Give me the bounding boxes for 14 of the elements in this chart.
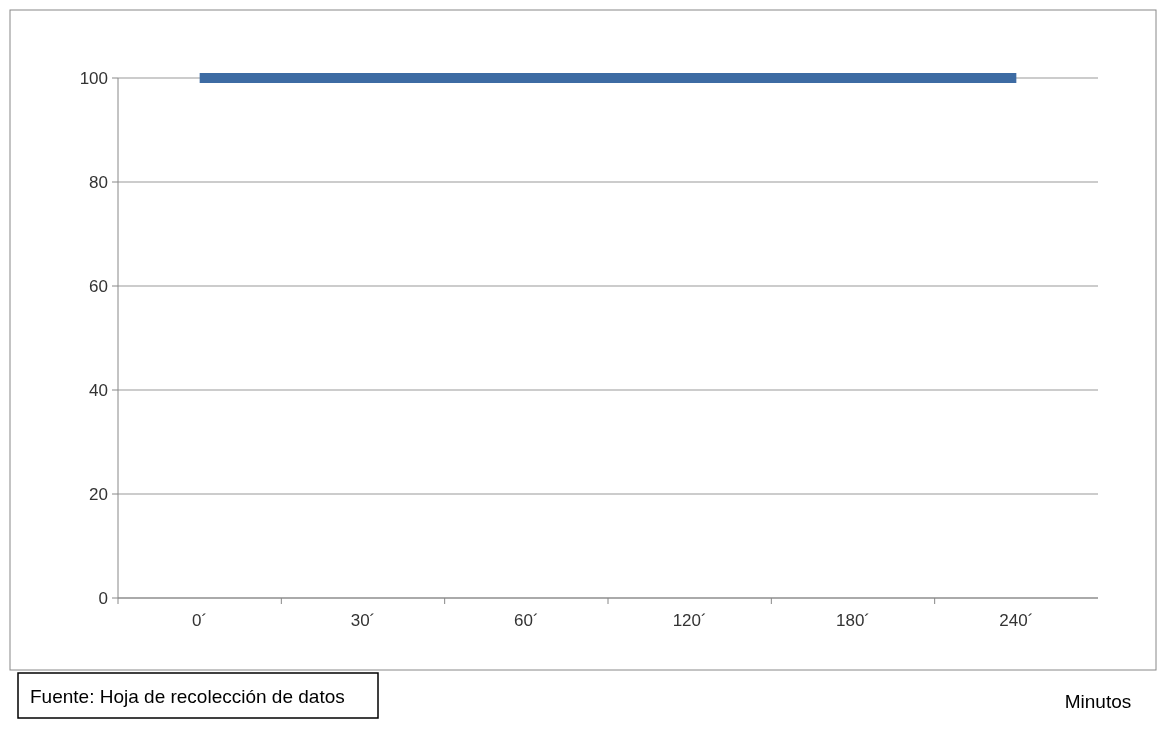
y-tick-label: 80: [89, 172, 108, 192]
x-tick-label: 60´: [514, 611, 539, 630]
x-tick-label: 0´: [192, 611, 208, 630]
y-tick-label: 20: [89, 484, 108, 504]
x-tick-label: 120´: [672, 611, 707, 630]
x-tick-label: 180´: [835, 611, 871, 630]
x-axis-title: Minutos: [1064, 691, 1132, 712]
source-note: Fuente: Hoja de recolección de datos: [30, 686, 345, 707]
y-tick-label: 40: [89, 380, 108, 400]
y-tick-label: 0: [98, 588, 108, 608]
y-tick-label: 100: [79, 68, 108, 88]
y-tick-label: 60: [89, 276, 108, 296]
x-tick-label: 240´: [999, 611, 1034, 630]
x-tick-label: 30´: [350, 611, 376, 630]
